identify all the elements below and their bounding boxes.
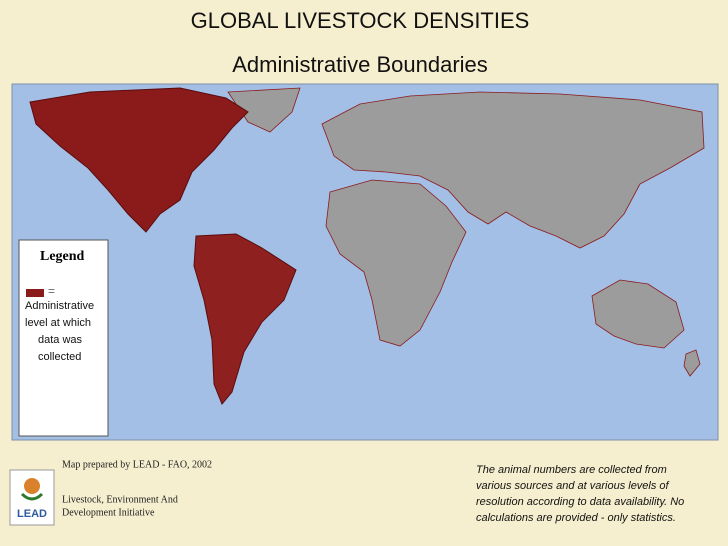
prepared-by: Map prepared by LEAD - FAO, 2002: [62, 459, 212, 470]
logo-text: LEAD: [17, 508, 47, 520]
legend-label: level at which: [25, 317, 91, 329]
africa: [325, 179, 467, 347]
legend-label: Administrative: [25, 300, 94, 312]
australia: [591, 279, 685, 349]
eurasia: [321, 91, 705, 249]
legend-label: collected: [38, 351, 81, 363]
new-zealand: [683, 349, 701, 377]
map: [11, 83, 719, 441]
note-text: resolution according to data availabilit…: [476, 496, 684, 508]
north-america: [29, 87, 249, 233]
note-text: various sources and at various levels of: [476, 480, 670, 492]
initiative-text: Livestock, Environment And: [62, 494, 178, 505]
logo-leaf: [20, 492, 44, 501]
subtitle: Administrative Boundaries: [232, 52, 488, 77]
legend-symbol: =: [48, 284, 55, 298]
footer: LEAD Map prepared by LEAD - FAO, 2002 Li…: [9, 459, 684, 526]
note-text: calculations are provided - only statist…: [476, 512, 676, 524]
note-text: The animal numbers are collected from: [476, 464, 667, 476]
title: GLOBAL LIVESTOCK DENSITIES: [191, 8, 530, 33]
logo-icon: [24, 478, 40, 494]
legend-box: [18, 239, 109, 437]
legend-swatch: [26, 289, 44, 297]
south-america: [193, 233, 297, 405]
legend: Legend = Administrative level at which dat…: [18, 239, 109, 437]
initiative-text: Development Initiative: [62, 507, 155, 518]
legend-title: Legend: [40, 249, 85, 264]
legend-label: data was: [38, 334, 83, 346]
